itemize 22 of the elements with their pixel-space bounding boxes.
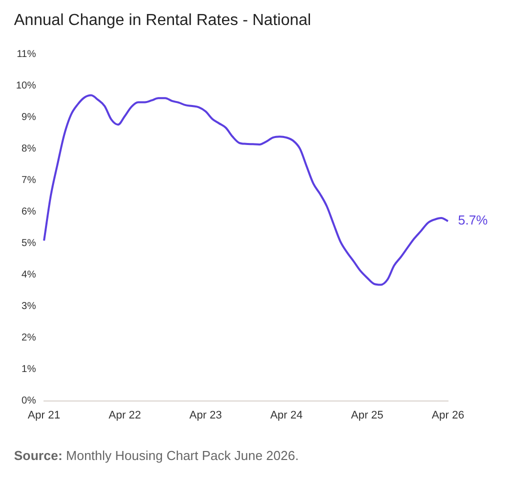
line-series bbox=[43, 94, 449, 286]
y-tick-label: 6% bbox=[22, 206, 36, 218]
data-label: 5.7% bbox=[458, 212, 488, 228]
y-tick-label: 9% bbox=[22, 112, 36, 123]
x-tick-label: Apr 23 bbox=[189, 409, 222, 422]
x-tick-label: Apr 25 bbox=[350, 409, 384, 422]
y-tick-label: 1% bbox=[22, 364, 36, 376]
source-note: Source: Monthly Housing Chart Pack June 2026. bbox=[13, 447, 300, 463]
y-tick-label: 7% bbox=[22, 174, 36, 186]
y-tick-label: 0% bbox=[22, 396, 36, 407]
x-tick-label: Apr 21 bbox=[28, 409, 60, 422]
y-tick-label: 3% bbox=[22, 300, 36, 312]
y-tick-label: 2% bbox=[22, 332, 36, 344]
x-tick-label: Apr 24 bbox=[270, 409, 303, 422]
y-tick-label: 5% bbox=[22, 238, 36, 249]
y-tick-label: 4% bbox=[22, 269, 36, 280]
y-tick-label: 10% bbox=[16, 80, 36, 92]
x-tick-label: Apr 22 bbox=[108, 409, 142, 422]
x-tick-label: Apr 26 bbox=[432, 409, 464, 422]
y-tick-label: 8% bbox=[22, 143, 36, 154]
chart-title: Annual Change in Rental Rates - National bbox=[13, 11, 312, 31]
y-tick-label: 11% bbox=[16, 48, 36, 60]
